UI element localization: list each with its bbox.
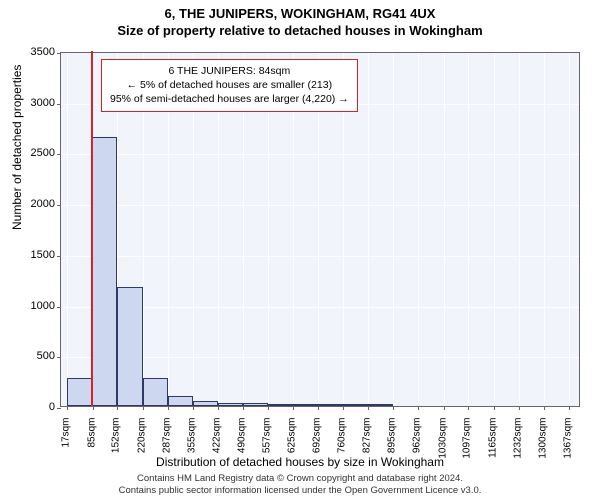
xtick-mark [393, 406, 394, 410]
xtick-mark [468, 406, 469, 410]
gridline-h [61, 256, 579, 257]
xtick-label: 17sqm [61, 418, 72, 448]
histogram-bar [318, 404, 343, 406]
info-box-line1: 6 THE JUNIPERS: 84sqm [110, 64, 349, 78]
chart-title-line1: 6, THE JUNIPERS, WOKINGHAM, RG41 4UX [0, 0, 600, 21]
ytick-mark [57, 154, 61, 155]
xtick-label: 1165sqm [487, 418, 498, 458]
histogram-bar [218, 403, 243, 406]
xtick-label: 557sqm [261, 418, 272, 454]
xtick-mark [343, 406, 344, 410]
ytick-mark [57, 104, 61, 105]
histogram-bar [243, 403, 268, 406]
xtick-mark [93, 406, 94, 410]
xtick-mark [368, 406, 369, 410]
xtick-label: 1030sqm [437, 418, 448, 459]
xtick-mark [444, 406, 445, 410]
xtick-label: 85sqm [86, 418, 97, 448]
xtick-label: 220sqm [136, 418, 147, 454]
gridline-v [418, 53, 419, 406]
xtick-label: 895sqm [387, 418, 398, 454]
xtick-mark [268, 406, 269, 410]
ytick-label: 1500 [15, 249, 55, 261]
xtick-mark [193, 406, 194, 410]
xtick-mark [494, 406, 495, 410]
gridline-v [569, 53, 570, 406]
xtick-label: 422sqm [211, 418, 222, 454]
xtick-mark [67, 406, 68, 410]
xtick-label: 625sqm [287, 418, 298, 454]
ytick-mark [57, 408, 61, 409]
ytick-mark [57, 53, 61, 54]
histogram-bar [193, 401, 218, 406]
xtick-mark [143, 406, 144, 410]
xtick-mark [544, 406, 545, 410]
histogram-bar [117, 287, 142, 406]
xtick-label: 355sqm [186, 418, 197, 454]
xtick-label: 692sqm [312, 418, 323, 454]
histogram-bar [343, 404, 368, 406]
ytick-label: 3000 [15, 97, 55, 109]
gridline-h [61, 154, 579, 155]
histogram-bar [168, 396, 193, 406]
gridline-h [61, 205, 579, 206]
xtick-mark [318, 406, 319, 410]
xtick-label: 827sqm [362, 418, 373, 454]
gridline-v [544, 53, 545, 406]
ytick-label: 500 [15, 350, 55, 362]
footer-line2: Contains public sector information licen… [0, 485, 600, 497]
info-box-line2: ← 5% of detached houses are smaller (213… [110, 78, 349, 92]
x-axis-label: Distribution of detached houses by size … [0, 455, 600, 469]
xtick-label: 962sqm [412, 418, 423, 454]
gridline-v [67, 53, 68, 406]
ytick-label: 2000 [15, 198, 55, 210]
gridline-v [494, 53, 495, 406]
xtick-mark [293, 406, 294, 410]
xtick-label: 1367sqm [562, 418, 573, 459]
plot-area: 6 THE JUNIPERS: 84sqm← 5% of detached ho… [60, 52, 580, 407]
histogram-bar [293, 404, 318, 406]
xtick-mark [117, 406, 118, 410]
xtick-label: 1300sqm [537, 418, 548, 459]
footer-line1: Contains HM Land Registry data © Crown c… [0, 473, 600, 485]
info-box-line3: 95% of semi-detached houses are larger (… [110, 92, 349, 106]
gridline-v [468, 53, 469, 406]
gridline-v [444, 53, 445, 406]
ytick-label: 3500 [15, 46, 55, 58]
ytick-label: 2500 [15, 147, 55, 159]
xtick-label: 287sqm [161, 418, 172, 454]
chart-container: 6, THE JUNIPERS, WOKINGHAM, RG41 4UX Siz… [0, 0, 600, 500]
ytick-mark [57, 357, 61, 358]
histogram-bar [67, 378, 92, 406]
histogram-bar [143, 378, 168, 406]
xtick-label: 152sqm [111, 418, 122, 454]
gridline-v [368, 53, 369, 406]
xtick-mark [418, 406, 419, 410]
xtick-label: 1097sqm [462, 418, 473, 459]
xtick-mark [569, 406, 570, 410]
xtick-mark [519, 406, 520, 410]
ytick-mark [57, 256, 61, 257]
chart-title-line2: Size of property relative to detached ho… [0, 21, 600, 38]
histogram-bar [368, 404, 393, 406]
gridline-v [393, 53, 394, 406]
ytick-mark [57, 205, 61, 206]
marker-line [91, 51, 93, 406]
xtick-mark [243, 406, 244, 410]
gridline-v [519, 53, 520, 406]
histogram-bar [92, 137, 117, 406]
xtick-label: 1232sqm [512, 418, 523, 459]
xtick-label: 760sqm [337, 418, 348, 454]
xtick-label: 490sqm [237, 418, 248, 454]
xtick-mark [218, 406, 219, 410]
ytick-mark [57, 307, 61, 308]
ytick-label: 1000 [15, 300, 55, 312]
xtick-mark [168, 406, 169, 410]
histogram-bar [268, 404, 293, 406]
ytick-label: 0 [15, 401, 55, 413]
info-box: 6 THE JUNIPERS: 84sqm← 5% of detached ho… [101, 59, 358, 112]
footer: Contains HM Land Registry data © Crown c… [0, 473, 600, 497]
